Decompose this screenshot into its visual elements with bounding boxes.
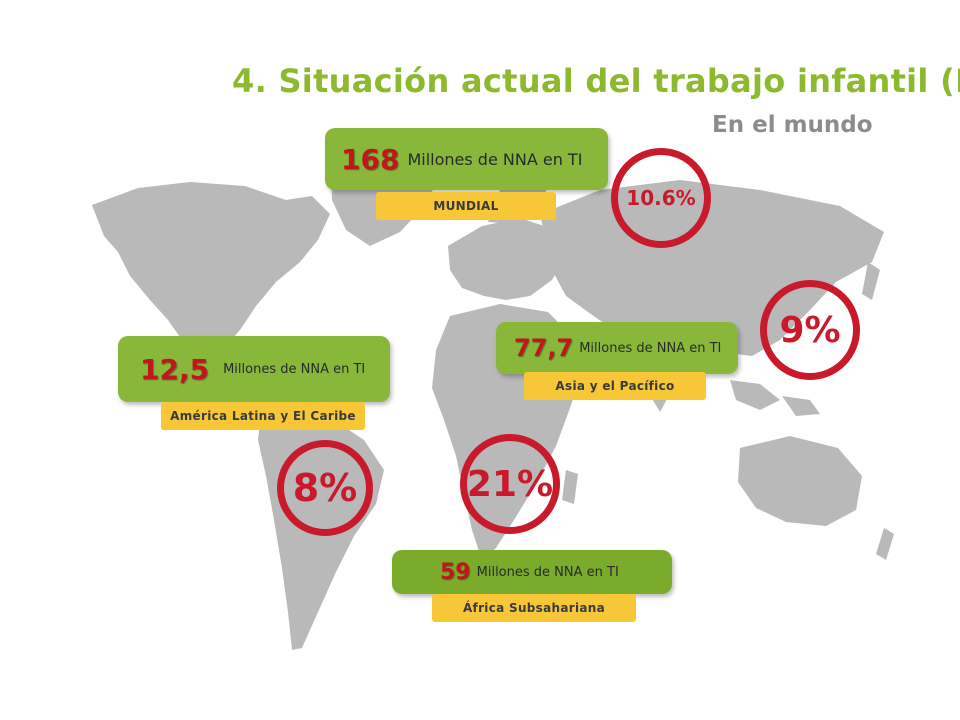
asia-stat-pill: 77,7 Millones de NNA en TI (496, 322, 738, 374)
africa-percent: 21% (466, 463, 554, 505)
latam-value: 12,5 (140, 352, 210, 386)
mundial-percent-ring: 10.6% (611, 148, 711, 248)
latam-stat-pill: 12,5 Millones de NNA en TI (118, 336, 390, 402)
africa-label: Millones de NNA en TI (476, 564, 619, 580)
latam-region-tag: América Latina y El Caribe (161, 402, 365, 430)
asia-percent: 9% (779, 309, 841, 351)
mundial-percent: 10.6% (626, 186, 696, 210)
mundial-label: Millones de NNA en TI (407, 149, 583, 169)
asia-percent-ring: 9% (760, 280, 860, 380)
latam-percent-ring: 8% (277, 440, 373, 536)
mundial-value: 168 (341, 142, 400, 176)
latam-label: Millones de NNA en TI (223, 361, 366, 377)
mundial-stat-pill: 168 Millones de NNA en TI (325, 128, 608, 190)
page-title: 4. Situación actual del trabajo infantil… (232, 62, 960, 100)
africa-percent-ring: 21% (460, 434, 560, 534)
africa-region-tag: África Subsahariana (432, 594, 636, 622)
africa-stat-pill: 59 Millones de NNA en TI (392, 550, 672, 594)
asia-region-tag: Asia y el Pacífico (524, 372, 706, 400)
latam-percent: 8% (292, 466, 358, 510)
asia-label: Millones de NNA en TI (579, 340, 722, 356)
asia-value: 77,7 (514, 334, 574, 362)
africa-value: 59 (440, 559, 471, 585)
page-subtitle: En el mundo (712, 112, 873, 138)
mundial-region-tag: MUNDIAL (376, 192, 556, 220)
